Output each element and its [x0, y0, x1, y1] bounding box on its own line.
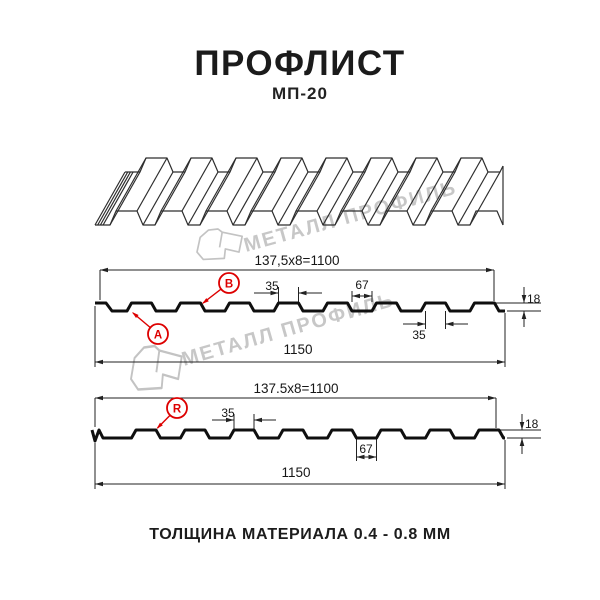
- dimension-arrowhead: [445, 321, 454, 327]
- dimension-arrowhead: [488, 395, 496, 401]
- sheet-fold-line: [430, 157, 462, 212]
- dimension-arrowhead: [270, 290, 279, 296]
- dimension-arrowhead: [95, 359, 103, 365]
- material-thickness-caption: ТОЛЩИНА МАТЕРИАЛА 0.4 - 0.8 ММ: [149, 526, 451, 543]
- label-a-callout: A: [132, 312, 169, 345]
- sheet-cut-edge-hatch: [99, 171, 131, 226]
- sheet-back-edge: [125, 157, 504, 173]
- sheet-fold-line: [277, 171, 309, 226]
- label-b-callout: B: [202, 272, 240, 304]
- dim-total-1150-bottom: 1150: [281, 465, 310, 480]
- cross-section-bottom: 137.5x8=1100 35 18 67 1150 R: [90, 381, 541, 489]
- sheet-fold-line: [271, 157, 303, 212]
- sheet-fold-line: [232, 171, 264, 226]
- dimension-arrowhead: [519, 422, 525, 430]
- label-b-badge: [218, 272, 240, 294]
- dimension-arrowhead: [254, 417, 262, 423]
- sheet-fold-line: [244, 171, 276, 226]
- dim-height-18-top: 18: [527, 292, 541, 306]
- label-r-callout: R: [156, 397, 188, 429]
- label-b-text: B: [225, 279, 233, 291]
- dimension-arrowhead: [497, 359, 505, 365]
- sheet-fold-line: [340, 157, 372, 212]
- dim-crest-35-bottom-row: 35: [412, 328, 426, 342]
- dimension-arrowhead: [364, 293, 372, 299]
- dimension-arrowhead: [95, 395, 103, 401]
- sheet-fold-line: [181, 157, 213, 212]
- dim-pitch-formula-bottom: 137.5x8=1100: [254, 381, 339, 396]
- dimension-arrowhead: [356, 454, 365, 460]
- sheet-fold-line: [115, 157, 147, 212]
- dimension-arrowhead: [417, 321, 426, 327]
- sheet-fold-line: [187, 171, 219, 226]
- sheet-fold-line: [142, 171, 174, 226]
- dim-crest-35-top: 35: [265, 279, 279, 293]
- dimension-arrowhead: [486, 267, 494, 273]
- sheet-cut-edge-hatch: [94, 171, 126, 226]
- label-a-text: A: [154, 330, 162, 342]
- profile-outline-top: [95, 301, 505, 313]
- dimension-arrowhead: [226, 417, 234, 423]
- dimension-arrowhead: [95, 481, 103, 487]
- cross-section-top: 137,5x8=1100 35 67 18 35 1150 A B: [94, 253, 541, 367]
- sheet-fold-line: [469, 171, 501, 226]
- sheet-fold-line: [199, 171, 231, 226]
- watermark-brand-text: МЕТАЛЛ ПРОФИЛЬ: [179, 289, 397, 371]
- dimension-arrowhead: [100, 267, 108, 273]
- sheet-fold-line: [457, 171, 489, 226]
- label-a-badge: [147, 323, 169, 345]
- label-r-badge: [166, 397, 188, 419]
- sheet-fold-line: [379, 171, 411, 226]
- dim-valley-67-top: 67: [355, 278, 369, 292]
- sheet-fold-line: [109, 171, 141, 226]
- sheet-cut-edge-hatch: [97, 171, 129, 226]
- dim-pitch-formula-top: 137,5x8=1100: [255, 253, 340, 268]
- dimension-arrowhead: [521, 311, 527, 319]
- dim-crest-35-bottom: 35: [221, 406, 235, 420]
- dimension-arrowhead: [352, 293, 360, 299]
- dimension-arrowhead: [521, 295, 527, 303]
- dim-height-18-bottom: 18: [525, 417, 539, 431]
- sheet-fold-line: [316, 157, 348, 212]
- sheet-fold-line: [295, 157, 327, 212]
- sheet-fold-line: [367, 171, 399, 226]
- dimension-arrowhead: [368, 454, 377, 460]
- sheet-fold-line: [136, 157, 168, 212]
- sheet-fold-line: [361, 157, 393, 212]
- sheet-fold-line: [406, 157, 438, 212]
- profile-outline-bottom: [90, 428, 505, 443]
- metal-profil-logo-icon: [130, 344, 183, 391]
- label-r-text: R: [173, 404, 182, 416]
- sheet-fold-line: [412, 171, 444, 226]
- sheet-fold-line: [289, 171, 321, 226]
- profile-model-subtitle: МП-20: [272, 84, 328, 103]
- sheet-cut-edge-hatch: [102, 171, 134, 226]
- watermark-middle: МЕТАЛЛ ПРОФИЛЬ: [130, 289, 397, 391]
- sheet-fold-line: [205, 157, 237, 212]
- dimension-arrowhead: [519, 438, 525, 446]
- dimension-arrowhead: [497, 481, 505, 487]
- sheet-fold-line: [154, 171, 186, 226]
- dimension-arrowhead: [298, 290, 307, 296]
- sheet-fold-line: [160, 157, 192, 212]
- sheet-fold-line: [451, 157, 483, 212]
- dim-total-1150-top: 1150: [283, 342, 312, 357]
- sheet-fold-line: [322, 171, 354, 226]
- sheet-fold-line: [385, 157, 417, 212]
- sheet-fold-line: [424, 171, 456, 226]
- sheet-fold-line: [250, 157, 282, 212]
- page-title: ПРОФЛИСТ: [194, 44, 406, 83]
- sheet-3d-view: [94, 157, 504, 226]
- sheet-fold-line: [226, 157, 258, 212]
- dim-valley-67-bottom: 67: [359, 442, 373, 456]
- metal-profil-logo-icon: [196, 228, 243, 261]
- sheet-fold-line: [334, 171, 366, 226]
